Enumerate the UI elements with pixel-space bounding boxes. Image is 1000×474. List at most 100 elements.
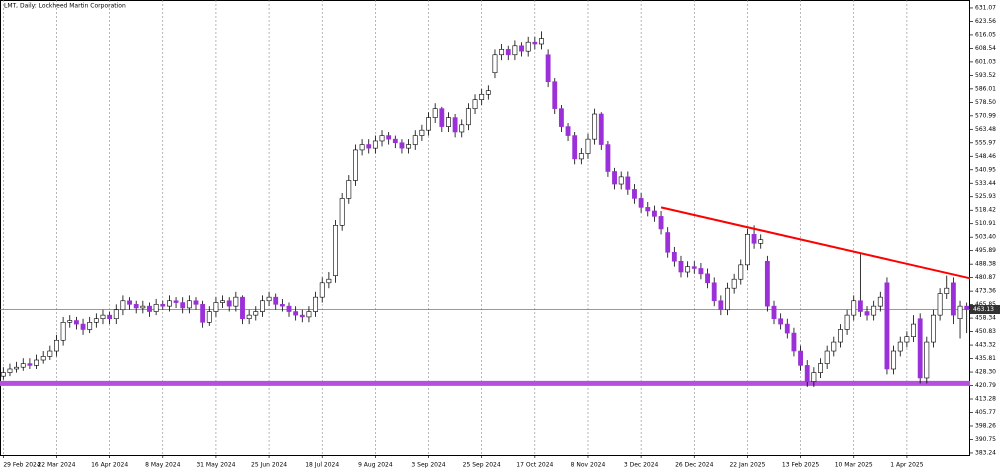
candle-body	[133, 304, 139, 309]
candle-body	[791, 332, 797, 352]
y-tick-label: 488.38	[975, 261, 996, 268]
candle-body	[784, 323, 790, 334]
x-tick-label: 29 Feb 2024	[3, 462, 41, 469]
candle-body	[924, 341, 930, 379]
candle-body	[286, 305, 292, 312]
candle-body	[299, 314, 305, 318]
x-tick-label: 22 Jan 2025	[729, 462, 765, 469]
candle-body	[399, 142, 405, 149]
candle-body	[465, 108, 471, 126]
y-tick-label: 428.30	[975, 369, 996, 376]
x-tick-label: 16 Apr 2024	[91, 462, 128, 469]
candle-body	[73, 320, 79, 325]
candle-body	[127, 300, 132, 305]
candle-body	[844, 314, 850, 330]
x-tick-label: 8 May 2024	[145, 462, 180, 469]
y-tick-label: 601.03	[975, 58, 996, 65]
candle-body	[864, 311, 870, 316]
candle-body	[306, 311, 312, 318]
candle-body	[386, 135, 392, 140]
candle-body	[824, 350, 830, 364]
candle-body	[446, 117, 451, 127]
y-tick-label: 631.07	[975, 4, 996, 11]
candle-body	[7, 368, 13, 373]
trend-line	[660, 206, 971, 280]
candle-body	[0, 372, 6, 377]
candle-body	[313, 296, 319, 312]
x-tick-label: 25 Sep 2024	[463, 462, 501, 469]
candle-body	[585, 138, 591, 154]
candle-body	[412, 135, 418, 145]
candle-body	[40, 356, 46, 361]
y-tick-label: 443.32	[975, 342, 996, 349]
candle-body	[200, 304, 206, 323]
candle-body	[193, 300, 199, 305]
candle-body	[107, 314, 113, 320]
candle-body	[625, 176, 631, 190]
candle-body	[186, 300, 192, 309]
candle-body	[14, 366, 20, 370]
y-tick-label: 623.56	[975, 18, 996, 25]
candle-body	[698, 268, 704, 275]
candle-body	[459, 124, 465, 133]
y-tick-label: 525.93	[975, 193, 996, 200]
candle-body	[379, 135, 385, 142]
candle-body	[957, 305, 963, 320]
candle-body	[891, 350, 897, 370]
candle-body	[392, 138, 398, 144]
candle-body	[472, 99, 478, 109]
y-tick-label: 390.75	[975, 436, 996, 443]
y-tick-label: 473.36	[975, 288, 996, 295]
candle-body	[266, 296, 272, 302]
candle-body	[492, 54, 498, 74]
candle-body	[80, 323, 86, 330]
candle-body	[147, 305, 152, 312]
candle-body	[93, 318, 99, 323]
candle-body	[632, 189, 637, 199]
candle-body	[804, 365, 810, 382]
candle-body	[738, 264, 744, 280]
candle-body	[226, 300, 232, 307]
candle-body	[419, 129, 425, 136]
x-tick-label: 3 Sep 2024	[411, 462, 445, 469]
x-tick-label: 18 Jul 2024	[305, 462, 339, 469]
candle-body	[505, 49, 511, 56]
candle-body	[54, 339, 59, 352]
candle-body	[213, 302, 219, 312]
y-tick-label: 398.26	[975, 422, 996, 429]
candle-body	[838, 329, 843, 343]
y-tick-label: 413.28	[975, 396, 996, 403]
candle-body	[877, 296, 883, 307]
candle-body	[678, 260, 684, 273]
candle-body	[565, 126, 571, 136]
candle-body	[638, 198, 644, 208]
candle-body	[485, 90, 491, 95]
candle-body	[113, 309, 119, 320]
candle-body	[645, 207, 651, 212]
candle-body	[725, 287, 730, 311]
candle-body	[47, 350, 53, 357]
candle-body	[658, 216, 664, 230]
candle-body	[545, 54, 551, 82]
candle-body	[950, 282, 956, 316]
plot-frame	[0, 0, 970, 456]
candle-body	[519, 45, 524, 52]
candle-body	[160, 304, 166, 307]
candle-body	[120, 300, 126, 311]
candle-body	[851, 300, 857, 316]
candle-body	[166, 300, 172, 307]
candle-body	[426, 117, 431, 131]
candle-body	[366, 144, 372, 149]
candle-body	[731, 278, 737, 289]
candle-body	[260, 300, 265, 312]
candle-body	[685, 266, 691, 273]
candle-body	[140, 305, 146, 309]
candle-body	[811, 372, 817, 382]
candle-body	[406, 144, 412, 149]
candle-body	[439, 108, 445, 127]
candle-body	[605, 144, 611, 172]
candle-body	[206, 311, 212, 323]
candle-body	[937, 293, 943, 316]
candle-body	[432, 108, 438, 118]
